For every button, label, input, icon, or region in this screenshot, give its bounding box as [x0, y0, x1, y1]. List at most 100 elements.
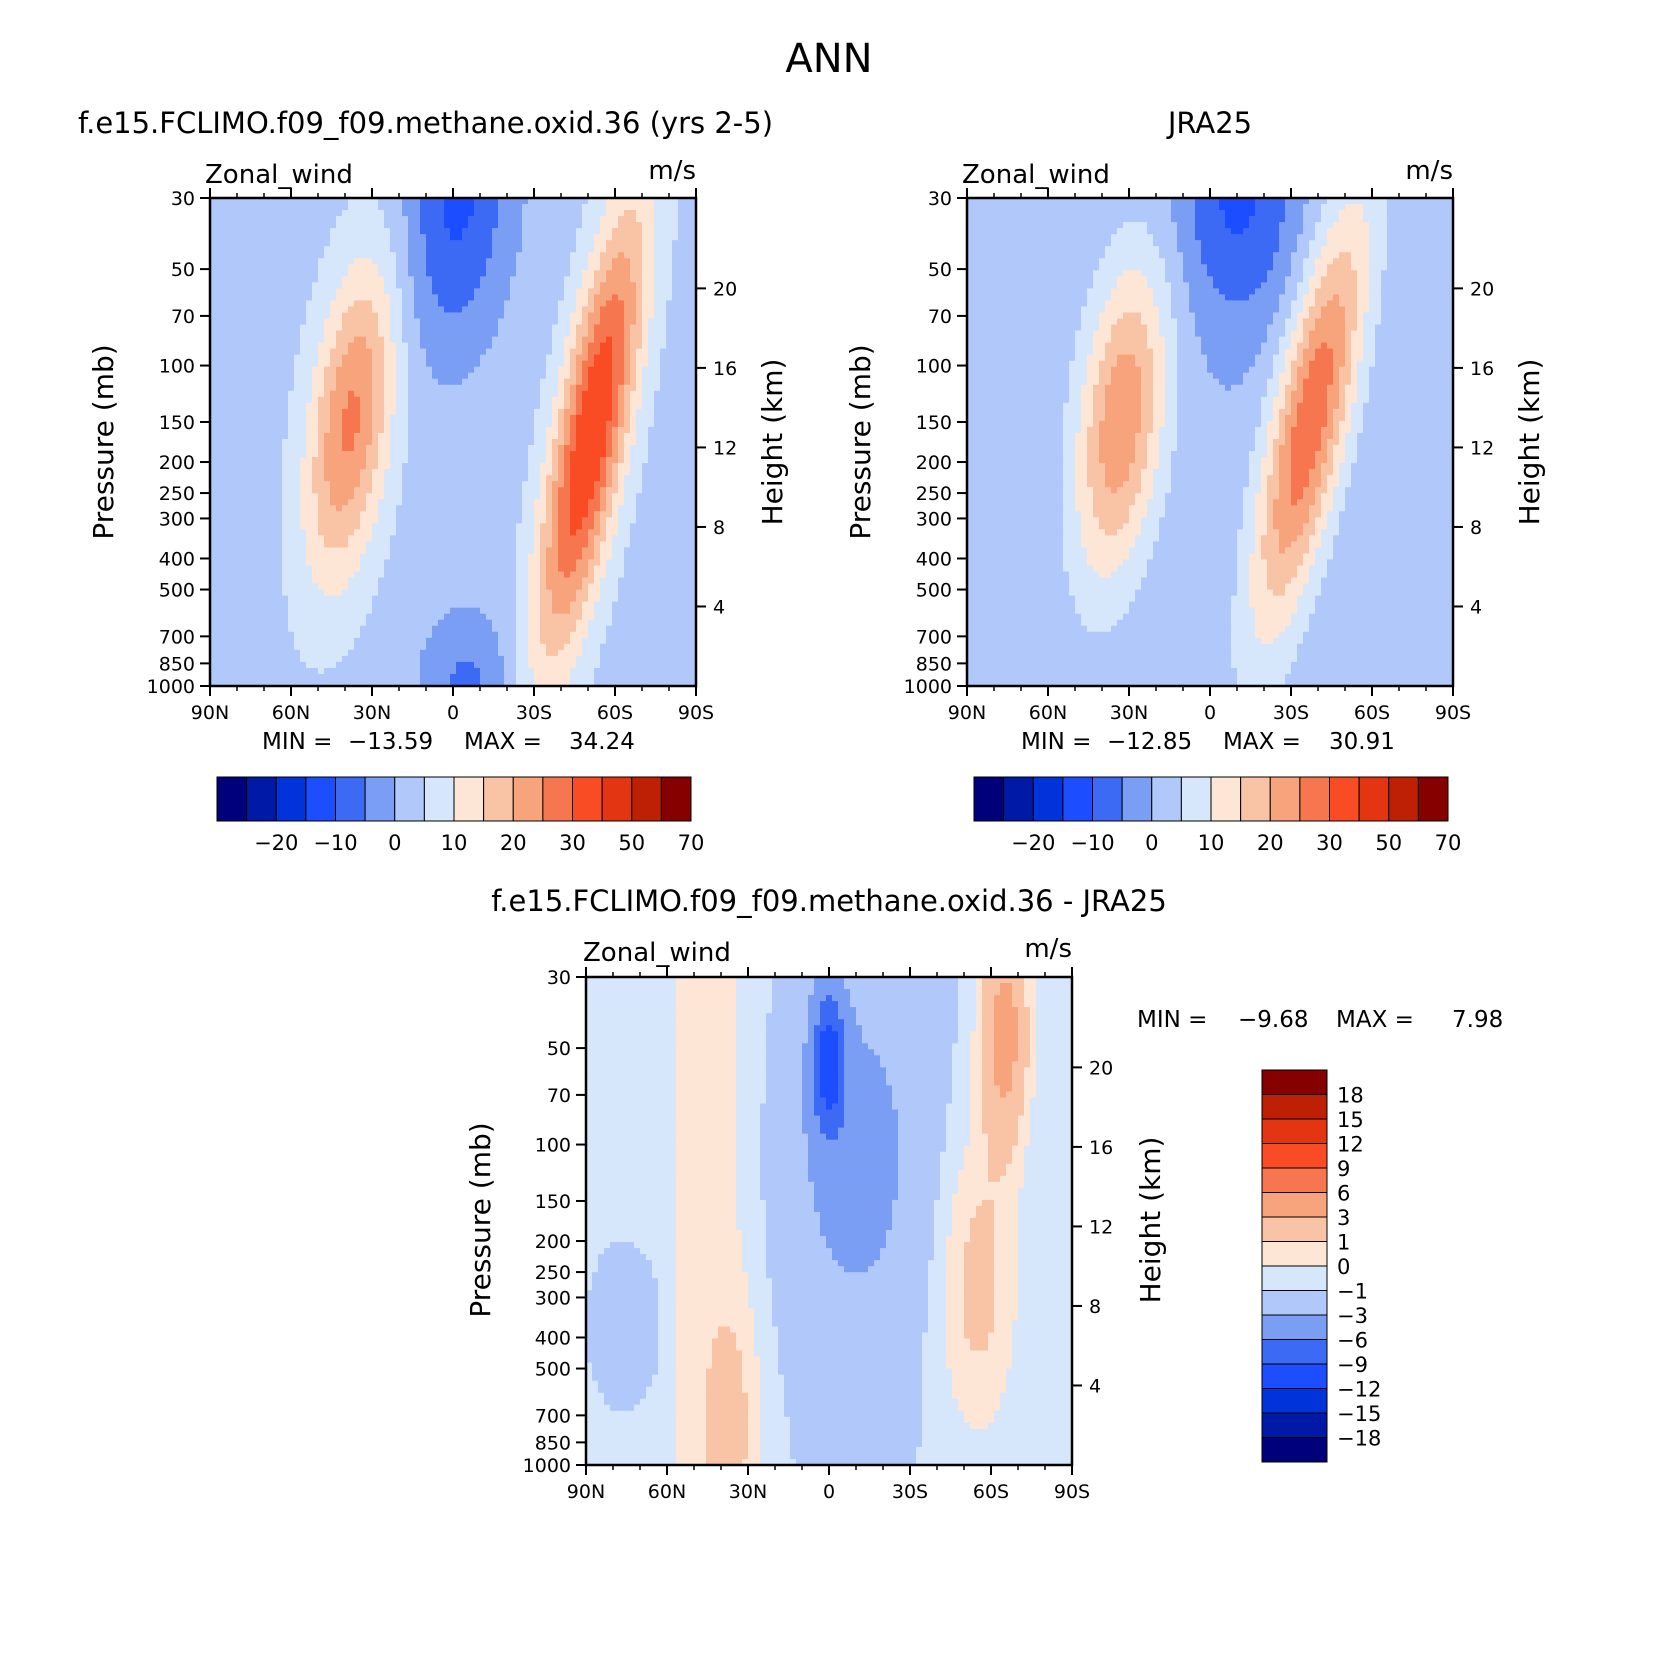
field-cell — [456, 438, 463, 446]
field-cell — [648, 481, 655, 488]
field-cell — [540, 246, 547, 253]
field-cell — [486, 264, 493, 271]
field-cell — [582, 553, 589, 561]
field-cell — [438, 306, 445, 314]
field-cell — [252, 222, 259, 229]
field-cell — [402, 246, 409, 253]
field-cell — [282, 270, 289, 277]
field-cell — [342, 198, 349, 205]
field-cell — [540, 408, 547, 416]
field-cell — [516, 457, 523, 464]
field-cell — [402, 276, 409, 283]
field-cell — [654, 414, 661, 422]
field-cell — [504, 378, 511, 386]
field-cell — [210, 445, 217, 452]
field-cell — [294, 276, 301, 283]
field-cell — [222, 463, 229, 470]
field-cell — [468, 252, 475, 259]
field-cell — [612, 306, 619, 314]
field-cell — [498, 493, 505, 500]
field-cell — [648, 312, 655, 320]
field-cell — [564, 282, 571, 289]
field-cell — [474, 354, 481, 362]
field-cell — [540, 372, 547, 380]
field-cell — [366, 198, 373, 205]
field-cell — [564, 246, 571, 253]
field-cell — [522, 294, 529, 302]
field-cell — [582, 360, 589, 368]
field-cell — [684, 360, 691, 368]
field-cell — [576, 210, 583, 217]
field-cell — [624, 198, 631, 205]
field-cell — [456, 547, 463, 555]
field-cell — [228, 378, 235, 386]
field-cell — [642, 451, 649, 458]
field-cell — [618, 216, 625, 223]
field-cell — [690, 559, 696, 567]
field-cell — [420, 312, 427, 320]
field-cell — [684, 258, 691, 265]
field-cell — [384, 258, 391, 265]
field-cell — [642, 246, 649, 253]
field-cell — [294, 372, 301, 380]
field-cell — [462, 565, 469, 573]
field-cell — [396, 445, 403, 452]
field-cell — [672, 300, 679, 308]
field-cell — [618, 366, 625, 374]
field-cell — [300, 246, 307, 253]
field-cell — [606, 234, 613, 241]
field-cell — [606, 216, 613, 223]
field-cell — [570, 258, 577, 265]
field-cell — [654, 469, 661, 476]
field-cell — [624, 463, 631, 470]
field-cell — [576, 463, 583, 470]
field-cell — [606, 463, 613, 470]
field-cell — [246, 372, 253, 380]
field-cell — [240, 330, 247, 338]
field-cell — [324, 402, 331, 410]
field-cell — [276, 378, 283, 386]
field-cell — [588, 252, 595, 259]
field-cell — [312, 210, 319, 217]
field-cell — [576, 348, 583, 356]
field-cell — [240, 318, 247, 326]
field-cell — [444, 402, 451, 410]
field-cell — [270, 246, 277, 253]
field-cell — [252, 547, 259, 555]
field-cell — [312, 481, 319, 488]
field-cell — [516, 432, 523, 440]
field-cell — [288, 523, 295, 530]
field-cell — [414, 354, 421, 362]
field-cell — [330, 258, 337, 265]
field-cell — [666, 547, 673, 555]
field-cell — [294, 432, 301, 440]
field-cell — [630, 234, 637, 241]
field-cell — [540, 523, 547, 530]
field-cell — [378, 487, 385, 494]
field-cell — [420, 282, 427, 289]
field-cell — [558, 282, 565, 289]
field-cell — [684, 547, 691, 555]
field-cell — [468, 318, 475, 326]
field-cell — [288, 198, 295, 205]
field-cell — [528, 348, 535, 356]
field-cell — [612, 438, 619, 446]
field-cell — [576, 360, 583, 368]
field-cell — [672, 517, 679, 524]
field-cell — [594, 354, 601, 362]
field-cell — [252, 487, 259, 494]
field-cell — [522, 246, 529, 253]
field-cell — [444, 270, 451, 277]
field-cell — [582, 396, 589, 404]
field-cell — [642, 324, 649, 332]
field-cell — [642, 366, 649, 374]
field-cell — [666, 475, 673, 482]
field-cell — [486, 553, 493, 561]
field-cell — [456, 360, 463, 368]
field-cell — [534, 252, 541, 259]
field-cell — [564, 288, 571, 295]
field-cell — [216, 318, 223, 326]
field-cell — [588, 553, 595, 561]
field-cell — [222, 258, 229, 265]
field-cell — [264, 288, 271, 295]
